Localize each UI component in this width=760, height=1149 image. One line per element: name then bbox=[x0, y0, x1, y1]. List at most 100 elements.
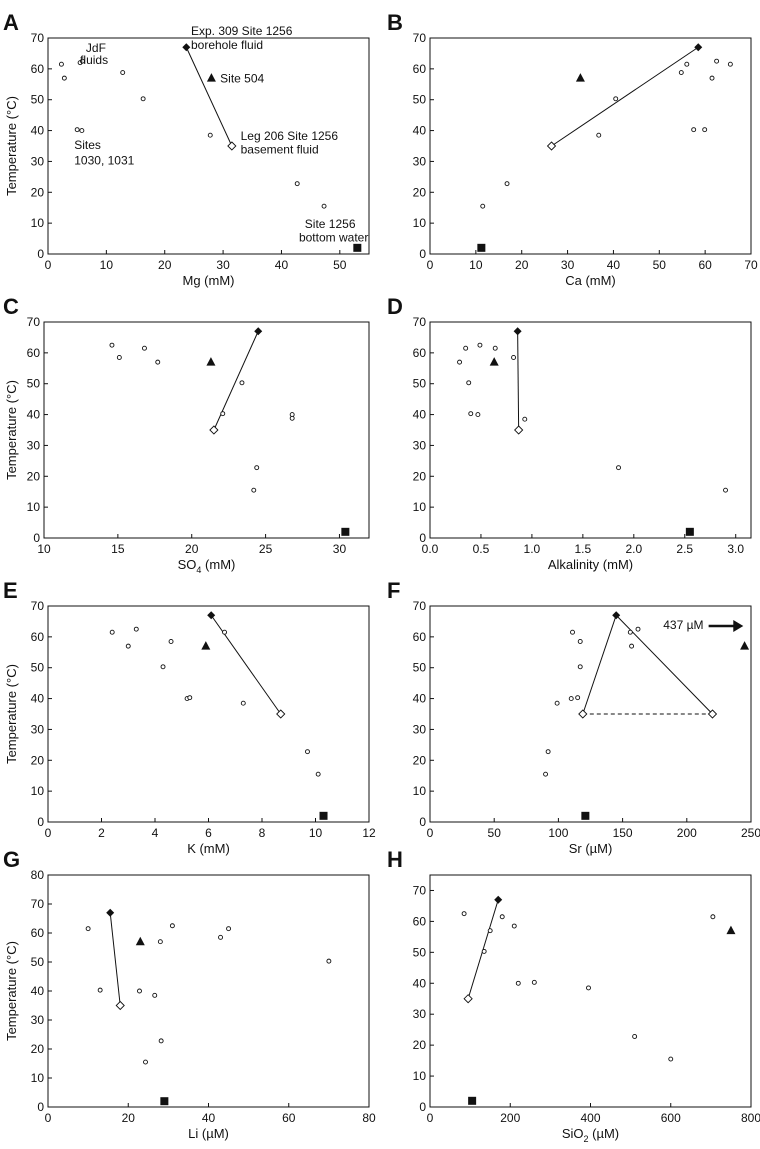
x-tick-label: 80 bbox=[362, 1111, 376, 1125]
x-tick-label: 12 bbox=[362, 826, 376, 840]
data-point-circle bbox=[463, 345, 469, 351]
data-point-circle bbox=[120, 70, 126, 76]
data-point-circle bbox=[220, 411, 226, 417]
basement-fluid-diamond bbox=[115, 1000, 125, 1011]
y-tick-label: 20 bbox=[31, 185, 45, 199]
data-point-circle bbox=[568, 696, 574, 702]
data-point-circle bbox=[97, 987, 103, 993]
data-point-circle bbox=[477, 342, 483, 348]
y-tick-label: 50 bbox=[27, 377, 41, 391]
y-tick-label: 40 bbox=[31, 984, 45, 998]
site-504-triangle bbox=[201, 641, 211, 650]
x-axis-label: Li (µM) bbox=[188, 1126, 229, 1141]
bottom-water-square bbox=[160, 1097, 169, 1106]
x-tick-label: 400 bbox=[580, 1111, 600, 1125]
panel-label: B bbox=[387, 10, 403, 35]
data-point-circle bbox=[155, 359, 161, 365]
site-504-triangle bbox=[575, 73, 585, 82]
data-point-circle bbox=[207, 132, 213, 138]
data-point-circle bbox=[616, 465, 621, 471]
data-point-circle bbox=[140, 96, 146, 102]
bottom-water-square bbox=[341, 527, 350, 536]
x-tick-label: 0 bbox=[427, 1111, 434, 1125]
data-point-circle bbox=[678, 70, 684, 76]
y-tick-label: 50 bbox=[31, 93, 45, 107]
panel-b: B 0 10 20 30 40 50 60 70 0 10 20 30 40 50 60 70 Ca (mM) bbox=[387, 10, 758, 288]
data-point-circle bbox=[116, 355, 122, 360]
data-point-circle bbox=[691, 127, 697, 133]
annotation-text: borehole fluid bbox=[191, 38, 263, 52]
x-tick-label: 0 bbox=[45, 826, 52, 840]
data-point-circle bbox=[461, 911, 467, 917]
site-504-triangle bbox=[489, 357, 499, 366]
x-tick-label: 15 bbox=[111, 542, 125, 556]
basement-fluid-diamond bbox=[707, 709, 718, 719]
data-point-circle bbox=[79, 58, 85, 64]
basement-fluid-diamond bbox=[227, 141, 237, 151]
y-axis-label: Temperature (°C) bbox=[4, 664, 19, 764]
x-tick-label: 40 bbox=[202, 1111, 216, 1125]
y-tick-label: 60 bbox=[27, 346, 41, 360]
x-axis-label: Sr (µM) bbox=[569, 841, 613, 856]
data-point-circle bbox=[85, 926, 91, 932]
y-axis-label: Temperature (°C) bbox=[4, 941, 19, 1041]
borehole-fluid-diamond bbox=[513, 327, 522, 336]
x-tick-label: 6 bbox=[205, 826, 212, 840]
annotation-text: Site 1256 bbox=[305, 217, 356, 231]
y-tick-label: 30 bbox=[27, 438, 41, 452]
y-tick-label: 80 bbox=[31, 868, 45, 882]
basement-fluid-diamond bbox=[463, 994, 473, 1004]
data-point-circle bbox=[596, 132, 602, 138]
data-point-circle bbox=[577, 639, 583, 644]
y-tick-label: 40 bbox=[413, 692, 427, 706]
data-point-circle bbox=[133, 626, 139, 632]
data-point-circle bbox=[511, 923, 517, 929]
panel-f: F 0 50 100 150 200 250 0 10 20 30 40 50 60 70 Sr (µM) 43… bbox=[387, 578, 760, 856]
data-point-circle bbox=[240, 700, 246, 706]
data-point-circle bbox=[586, 985, 591, 991]
y-tick-label: 70 bbox=[27, 315, 41, 329]
panel-label: E bbox=[3, 578, 18, 603]
y-tick-label: 40 bbox=[413, 976, 427, 990]
y-tick-label: 0 bbox=[33, 531, 40, 545]
x-tick-label: 800 bbox=[741, 1111, 760, 1125]
y-tick-label: 60 bbox=[31, 926, 45, 940]
y-tick-label: 50 bbox=[413, 377, 427, 391]
data-point-circle bbox=[315, 771, 321, 777]
borehole-fluid-diamond bbox=[254, 327, 263, 336]
data-point-circle bbox=[142, 345, 147, 351]
bottom-water-square bbox=[581, 811, 590, 820]
y-tick-label: 40 bbox=[31, 692, 45, 706]
data-point-circle bbox=[58, 61, 64, 67]
plot-frame bbox=[43, 321, 370, 539]
x-tick-label: 2.0 bbox=[625, 542, 642, 556]
y-tick-label: 50 bbox=[413, 93, 427, 107]
data-point-circle bbox=[531, 979, 537, 985]
x-tick-label: 60 bbox=[282, 1111, 296, 1125]
annotation-text: Site 504 bbox=[220, 72, 264, 86]
data-point-circle bbox=[187, 695, 193, 701]
data-point-circle bbox=[321, 203, 327, 209]
data-point-circle bbox=[109, 629, 115, 635]
y-tick-label: 20 bbox=[413, 1038, 427, 1052]
annotation-text: Sites bbox=[74, 138, 101, 152]
data-point-circle bbox=[545, 749, 551, 755]
plot-frame bbox=[47, 37, 370, 255]
annotation-text: JdF bbox=[86, 41, 106, 55]
data-point-circle bbox=[222, 629, 228, 635]
y-tick-label: 30 bbox=[413, 154, 427, 168]
x-tick-label: 1.0 bbox=[524, 542, 541, 556]
x-tick-label: 100 bbox=[548, 826, 568, 840]
basement-fluid-diamond bbox=[514, 425, 524, 435]
basement-fluid-diamond bbox=[276, 709, 286, 719]
data-point-circle bbox=[158, 1038, 164, 1044]
y-tick-label: 50 bbox=[413, 661, 427, 675]
y-tick-label: 0 bbox=[419, 815, 426, 829]
x-tick-label: 200 bbox=[500, 1111, 520, 1125]
data-point-circle bbox=[723, 487, 728, 493]
x-axis-label: K (mM) bbox=[187, 841, 230, 856]
y-tick-label: 10 bbox=[31, 1071, 45, 1085]
x-tick-label: 600 bbox=[661, 1111, 681, 1125]
borehole-fluid-diamond bbox=[694, 43, 703, 52]
